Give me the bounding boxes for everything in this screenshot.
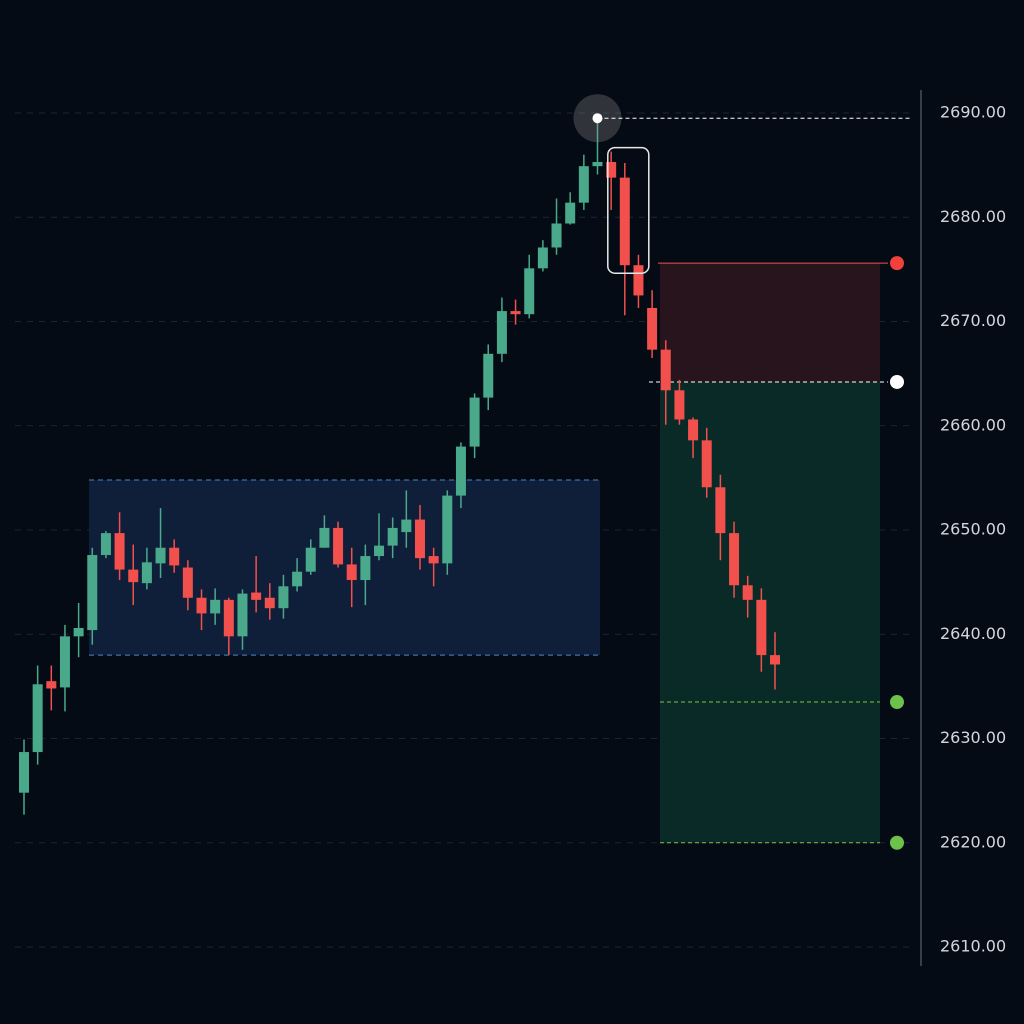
candle-body (756, 599, 767, 656)
candle-body (565, 202, 576, 224)
candle-body (660, 349, 671, 391)
candle-body (551, 223, 562, 248)
candle-body (251, 592, 262, 600)
risk-zone (660, 263, 880, 382)
candle-body (524, 268, 535, 315)
candle-body (319, 527, 330, 548)
candle-body (414, 519, 425, 559)
candle-body (32, 684, 43, 753)
candle-body (701, 440, 712, 488)
candle-body (742, 585, 753, 600)
candle-body (141, 562, 152, 584)
candle-body (496, 311, 507, 354)
candle-body (483, 353, 494, 398)
candle-body (87, 555, 98, 631)
candle-body (59, 636, 70, 688)
candle-body (333, 527, 344, 565)
candle-body (537, 247, 548, 269)
candle-body (169, 547, 180, 566)
target-dot (890, 695, 904, 710)
candle-body (442, 495, 453, 564)
y-tick-label: 2680.00 (940, 207, 1006, 226)
candle-body (606, 161, 617, 178)
candle-body (196, 597, 207, 614)
y-tick-label: 2670.00 (940, 311, 1006, 330)
candle-body (223, 599, 234, 637)
peak-dot (592, 113, 603, 124)
candle-body (46, 681, 57, 689)
candle-body (155, 547, 166, 564)
candle-body (374, 545, 385, 557)
candle-body (128, 569, 139, 583)
y-tick-label: 2660.00 (940, 415, 1006, 434)
y-tick-label: 2630.00 (940, 728, 1006, 747)
y-tick-label: 2690.00 (940, 103, 1006, 122)
y-tick-label: 2640.00 (940, 624, 1006, 643)
candle-body (100, 533, 111, 556)
candle-body (469, 397, 480, 447)
candle-body (715, 487, 726, 534)
candle-body (578, 166, 589, 203)
candle-body (237, 593, 248, 637)
y-tick-label: 2620.00 (940, 832, 1006, 851)
candle-body (729, 533, 740, 586)
candle-body (428, 556, 439, 564)
y-tick-label: 2650.00 (940, 520, 1006, 539)
candle-body (770, 655, 780, 665)
target-dot (890, 835, 904, 850)
candle-body (346, 564, 357, 581)
candle-body (455, 446, 466, 496)
candle-body (688, 419, 699, 441)
candle-body (401, 519, 412, 533)
highlight-box (607, 146, 650, 274)
candle-body (387, 527, 398, 546)
candle-body (210, 599, 221, 614)
candle-body (510, 311, 521, 315)
candle-body (305, 547, 316, 572)
candle-body (592, 161, 603, 167)
y-tick-label: 2610.00 (940, 937, 1006, 956)
reward-zone (660, 381, 880, 843)
candle-body (674, 390, 685, 420)
candle-body (360, 556, 371, 581)
candle-body (114, 533, 125, 570)
candle-body (278, 586, 289, 609)
candle-body (633, 265, 644, 296)
candle-body (647, 307, 658, 350)
entry-dot (890, 374, 904, 389)
candle-body (619, 177, 630, 266)
candle-body (73, 627, 84, 637)
candle-body (182, 567, 193, 598)
candle-body (264, 597, 275, 609)
candle-body (19, 752, 29, 793)
stop-dot (890, 256, 904, 271)
candle-body (292, 571, 303, 587)
range-zone (89, 479, 600, 656)
